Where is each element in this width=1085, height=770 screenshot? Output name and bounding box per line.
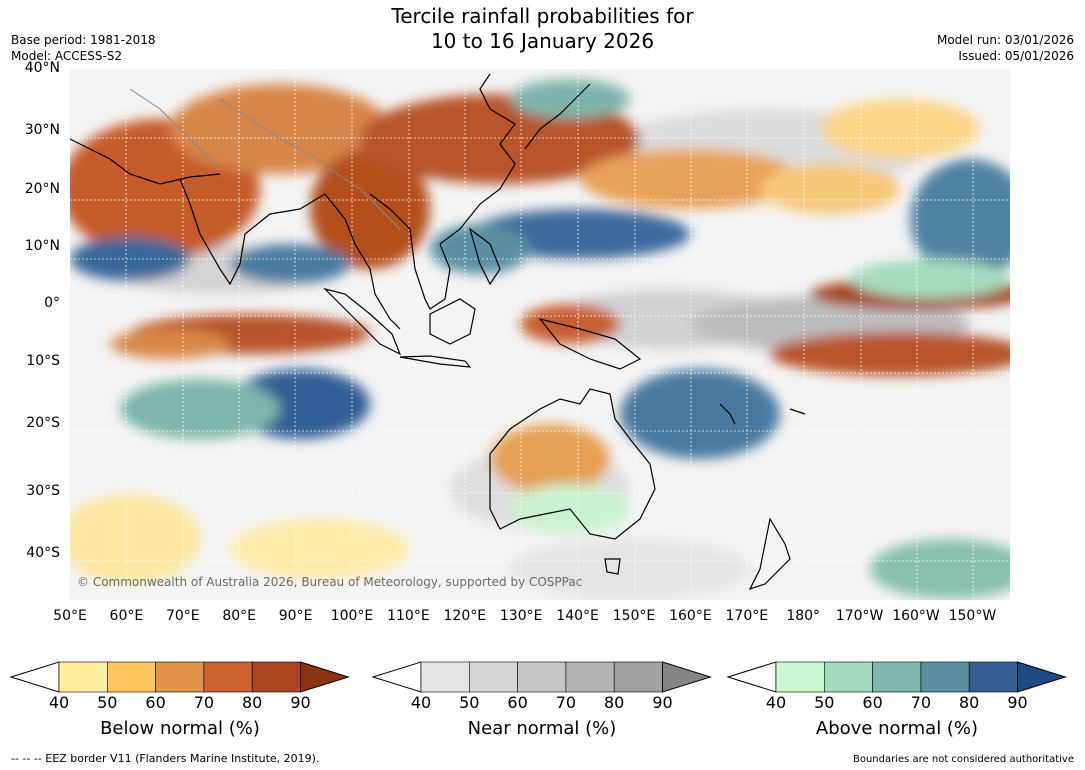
- colorbar-segment: [565, 661, 615, 693]
- colorbar-segment: [613, 661, 663, 693]
- longitude-label: 130°E: [499, 608, 543, 624]
- colorbar-segment: [251, 661, 301, 693]
- colorbar-segment: [155, 661, 205, 693]
- colorbar-segment: [420, 661, 470, 693]
- colorbar-near: [372, 661, 712, 693]
- map-canvas: [70, 69, 1010, 600]
- colorbar-tick: 70: [555, 693, 577, 712]
- longitude-label: 160°E: [669, 608, 712, 624]
- colorbar-segment: [203, 661, 253, 693]
- colorbar-label-above: Above normal (%): [815, 718, 979, 739]
- colorbar-extend-low: [10, 661, 60, 693]
- title-line-1: Tercile rainfall probabilities for: [391, 4, 694, 28]
- colorbar-label-below: Below normal (%): [100, 718, 260, 739]
- map-title: Tercile rainfall probabilities for 10 to…: [0, 4, 1085, 54]
- colorbar-tick: 90: [1007, 693, 1028, 712]
- colorbar-tick: 80: [242, 693, 263, 712]
- latitude-label: 10°N: [24, 238, 60, 254]
- base-period: Base period: 1981-2018: [11, 33, 156, 47]
- latitude-label: 40°N: [24, 60, 60, 76]
- colorbar-tick: 70: [193, 693, 215, 712]
- colorbar-tick: 40: [765, 693, 787, 712]
- colorbar-tick: 60: [145, 693, 166, 712]
- longitude-label: 70°E: [165, 608, 200, 624]
- latitude-label: 20°N: [24, 181, 60, 197]
- colorbar-label-near: Near normal (%): [467, 718, 617, 739]
- colorbar-tick: 90: [652, 693, 673, 712]
- colorbar-segment: [58, 661, 108, 693]
- longitude-label: 120°E: [443, 608, 487, 624]
- colorbar-extend-low: [372, 661, 422, 693]
- rainfall-probability-map: © Commonwealth of Australia 2026, Bureau…: [70, 69, 1010, 600]
- colorbar-segment: [775, 661, 825, 693]
- copyright-notice: © Commonwealth of Australia 2026, Bureau…: [77, 575, 583, 589]
- colorbar-extend-high: [662, 661, 712, 693]
- meta-left: Base period: 1981-2018 Model: ACCESS-S2: [11, 32, 156, 64]
- longitude-label: 170°E: [725, 608, 769, 624]
- boundaries-disclaimer: Boundaries are not considered authoritat…: [852, 754, 1074, 765]
- latitude-label: 20°S: [26, 415, 60, 431]
- colorbar-segment: [824, 661, 873, 693]
- longitude-label: 160°W: [892, 608, 940, 624]
- latitude-label: 10°S: [26, 353, 60, 369]
- longitude-label: 100°E: [330, 608, 374, 624]
- latitude-label: 30°S: [26, 483, 60, 499]
- coastlines: [70, 73, 806, 591]
- latitude-label: 0°: [44, 295, 60, 311]
- colorbar-extend-high: [300, 661, 350, 693]
- colorbar-segment: [920, 661, 970, 693]
- colorbar-tick: 40: [410, 693, 432, 712]
- title-line-2: 10 to 16 January 2026: [430, 29, 655, 53]
- longitude-label: 180°: [786, 608, 821, 624]
- colorbar-tick: 80: [604, 693, 625, 712]
- longitude-label: 170°W: [835, 608, 884, 624]
- longitude-label: 110°E: [387, 608, 430, 624]
- longitude-label: 140°E: [556, 608, 599, 624]
- eez-border-note: -- -- -- EEZ border V11 (Flanders Marine…: [11, 752, 320, 765]
- latitude-label: 30°N: [24, 122, 60, 138]
- colorbar-segment: [968, 661, 1018, 693]
- colorbar-tick: 70: [910, 693, 932, 712]
- model-name: Model: ACCESS-S2: [11, 49, 123, 63]
- colorbar-segment: [872, 661, 922, 693]
- colorbar-tick: 80: [959, 693, 980, 712]
- longitude-label: 150°W: [948, 608, 997, 624]
- longitude-label: 90°E: [278, 608, 313, 624]
- longitude-label: 60°E: [109, 608, 144, 624]
- meta-right: Model run: 03/01/2026 Issued: 05/01/2026: [937, 32, 1074, 64]
- issued-date: Issued: 05/01/2026: [958, 49, 1074, 63]
- national-borders: [129, 88, 401, 230]
- latitude-label: 40°S: [26, 545, 60, 561]
- colorbar-tick: 50: [97, 693, 118, 712]
- longitude-label: 80°E: [222, 608, 257, 624]
- colorbar-tick: 60: [507, 693, 528, 712]
- colorbar-tick: 60: [862, 693, 883, 712]
- colorbar-tick: 50: [459, 693, 480, 712]
- colorbar-segment: [517, 661, 567, 693]
- model-run: Model run: 03/01/2026: [936, 33, 1074, 47]
- longitude-label: 50°E: [53, 608, 87, 624]
- longitude-label: 150°E: [612, 608, 656, 624]
- colorbar-above: [727, 661, 1067, 693]
- colorbar-tick: 90: [290, 693, 311, 712]
- colorbar-segment: [469, 661, 518, 693]
- colorbar-below: [10, 661, 350, 693]
- colorbar-extend-low: [727, 661, 777, 693]
- colorbar-tick: 40: [48, 693, 70, 712]
- colorbar-extend-high: [1017, 661, 1067, 693]
- graticule: [70, 69, 1010, 600]
- colorbar-tick: 50: [814, 693, 835, 712]
- colorbar-segment: [107, 661, 156, 693]
